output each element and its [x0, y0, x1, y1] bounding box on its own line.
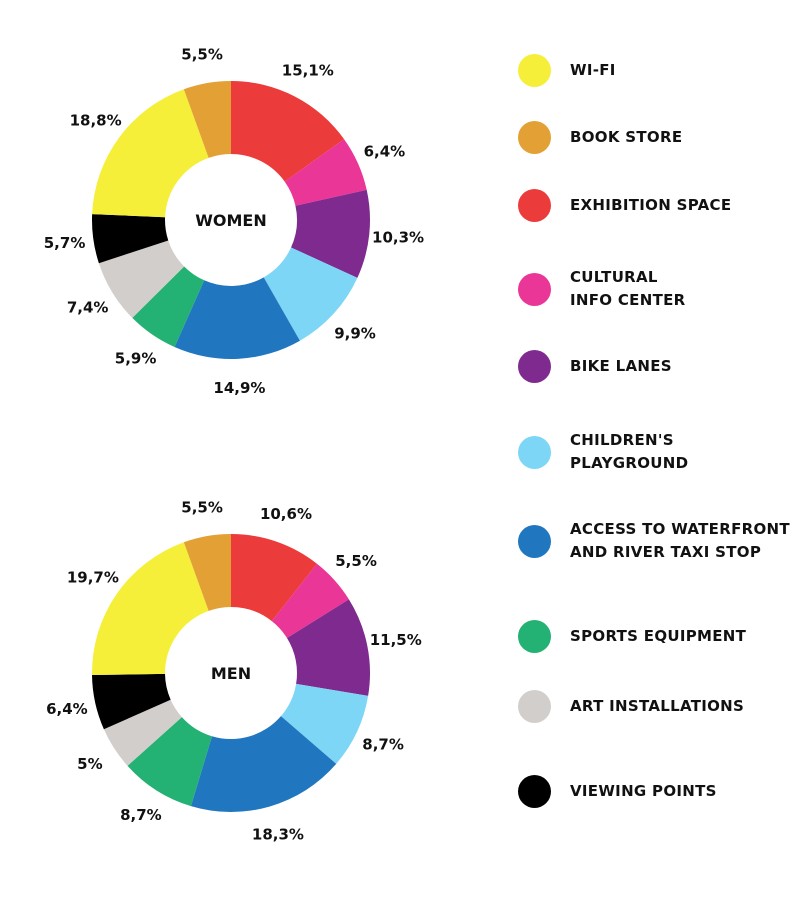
legend-item-wifi: WI-FI [518, 54, 616, 87]
legend-label: SPORTS EQUIPMENT [570, 625, 746, 648]
legend-label-line: CHILDREN'S [570, 431, 674, 449]
slice-exhibition-space [231, 81, 345, 182]
slice-label-bike-lanes: 11,5% [370, 631, 422, 649]
legend-label: ART INSTALLATIONS [570, 695, 744, 718]
legend-swatch [518, 524, 551, 558]
slice-label-wifi: 18,8% [70, 112, 122, 130]
legend-label: BIKE LANES [570, 355, 672, 378]
legend-swatch [518, 775, 551, 808]
slice-label-viewing-points: 6,4% [46, 700, 88, 718]
legend-item-book-store: BOOK STORE [518, 121, 682, 154]
slice-label-wifi: 19,7% [67, 568, 119, 586]
slice-sports-equipment [127, 717, 212, 807]
slice-childrens-playground [263, 247, 358, 341]
slice-label-sports-equipment: 5,9% [115, 349, 157, 367]
slice-label-bike-lanes: 10,3% [372, 229, 424, 247]
legend-item-cultural-info-center: CULTURAL INFO CENTER [518, 266, 686, 312]
legend-label-line: AND RIVER TAXI STOP [570, 543, 762, 561]
slice-bike-lanes [286, 599, 370, 696]
slice-viewing-points [92, 673, 171, 730]
slice-access-waterfront [190, 716, 337, 813]
donut-chart-men: 10,6% 5,5% 11,5% 8,7% 18,3% 8,7% 5% 6,4% 19,7% 5,… [46, 499, 422, 844]
chart-center-title: WOMEN [195, 211, 267, 230]
legend-label-line: CULTURAL [570, 268, 658, 286]
legend-item-access-waterfront: ACCESS TO WATERFRONT AND RIVER TAXI STOP [518, 518, 790, 564]
slice-label-exhibition-space: 10,6% [260, 505, 312, 523]
legend-label-line: SPORTS EQUIPMENT [570, 627, 747, 645]
legend-item-sports-equipment: SPORTS EQUIPMENT [518, 620, 746, 653]
legend-item-childrens-playground: CHILDREN'S PLAYGROUND [518, 429, 688, 475]
slice-wifi [92, 542, 209, 675]
slice-label-cultural-info-center: 5,5% [335, 552, 377, 570]
slice-access-waterfront [174, 277, 300, 359]
legend-label-line: PLAYGROUND [570, 454, 689, 472]
legend-swatch [518, 54, 551, 87]
legend-label: EXHIBITION SPACE [570, 194, 731, 217]
legend-label-line: BIKE LANES [570, 357, 672, 375]
slice-label-art-installations: 7,4% [67, 299, 109, 317]
legend-swatch [518, 121, 551, 154]
slice-label-sports-equipment: 8,7% [120, 806, 162, 824]
chart-center-title: MEN [211, 664, 251, 683]
legend-label-line: WI-FI [570, 61, 616, 79]
legend-swatch [518, 620, 551, 653]
legend-label-line: ACCESS TO WATERFRONT [570, 520, 790, 538]
slice-label-childrens-playground: 9,9% [334, 324, 376, 342]
slice-bike-lanes [291, 189, 370, 278]
legend-item-exhibition-space: EXHIBITION SPACE [518, 189, 731, 222]
slice-art-installations [103, 699, 182, 766]
slice-cultural-info-center [284, 139, 367, 206]
slice-book-store [183, 534, 231, 611]
slice-label-book-store: 5,5% [181, 499, 223, 517]
legend-swatch [518, 435, 551, 469]
legend-label: CHILDREN'S PLAYGROUND [570, 429, 688, 475]
slice-label-childrens-playground: 8,7% [362, 735, 404, 753]
slice-label-access-waterfront: 14,9% [213, 379, 265, 397]
legend-label-line: ART INSTALLATIONS [570, 697, 745, 715]
slice-label-cultural-info-center: 6,4% [364, 143, 406, 161]
slice-label-book-store: 5,5% [181, 46, 223, 64]
slice-sports-equipment [132, 266, 205, 348]
slice-label-art-installations: 5% [77, 755, 102, 773]
legend-label: CULTURAL INFO CENTER [570, 266, 686, 312]
slice-exhibition-space [231, 534, 317, 622]
legend-label: WI-FI [570, 59, 616, 82]
legend-swatch [518, 690, 551, 723]
legend-label-line: VIEWING POINTS [570, 782, 717, 800]
slice-viewing-points [91, 214, 169, 264]
legend-item-art-installations: ART INSTALLATIONS [518, 690, 744, 723]
slice-childrens-playground [280, 683, 369, 764]
legend-label-line: EXHIBITION SPACE [570, 196, 732, 214]
slice-cultural-info-center [271, 563, 349, 639]
slice-label-viewing-points: 5,7% [44, 234, 86, 252]
legend-label-line: BOOK STORE [570, 128, 683, 146]
legend-item-viewing-points: VIEWING POINTS [518, 775, 717, 808]
slice-art-installations [98, 240, 185, 318]
slice-label-exhibition-space: 15,1% [282, 62, 334, 80]
slice-book-store [183, 81, 231, 158]
legend-label-line: INFO CENTER [570, 291, 686, 309]
slice-wifi [92, 89, 209, 218]
legend-item-bike-lanes: BIKE LANES [518, 350, 672, 383]
legend-swatch [518, 272, 551, 306]
legend-label: BOOK STORE [570, 126, 682, 149]
donut-chart-women: 15,1% 6,4% 10,3% 9,9% 14,9% 5,9% 7,4% 5,7% 18,8%… [44, 46, 424, 397]
legend-label: VIEWING POINTS [570, 780, 717, 803]
legend-swatch [518, 189, 551, 222]
legend-swatch [518, 350, 551, 383]
legend-label: ACCESS TO WATERFRONT AND RIVER TAXI STOP [570, 518, 790, 564]
slice-label-access-waterfront: 18,3% [252, 825, 304, 843]
